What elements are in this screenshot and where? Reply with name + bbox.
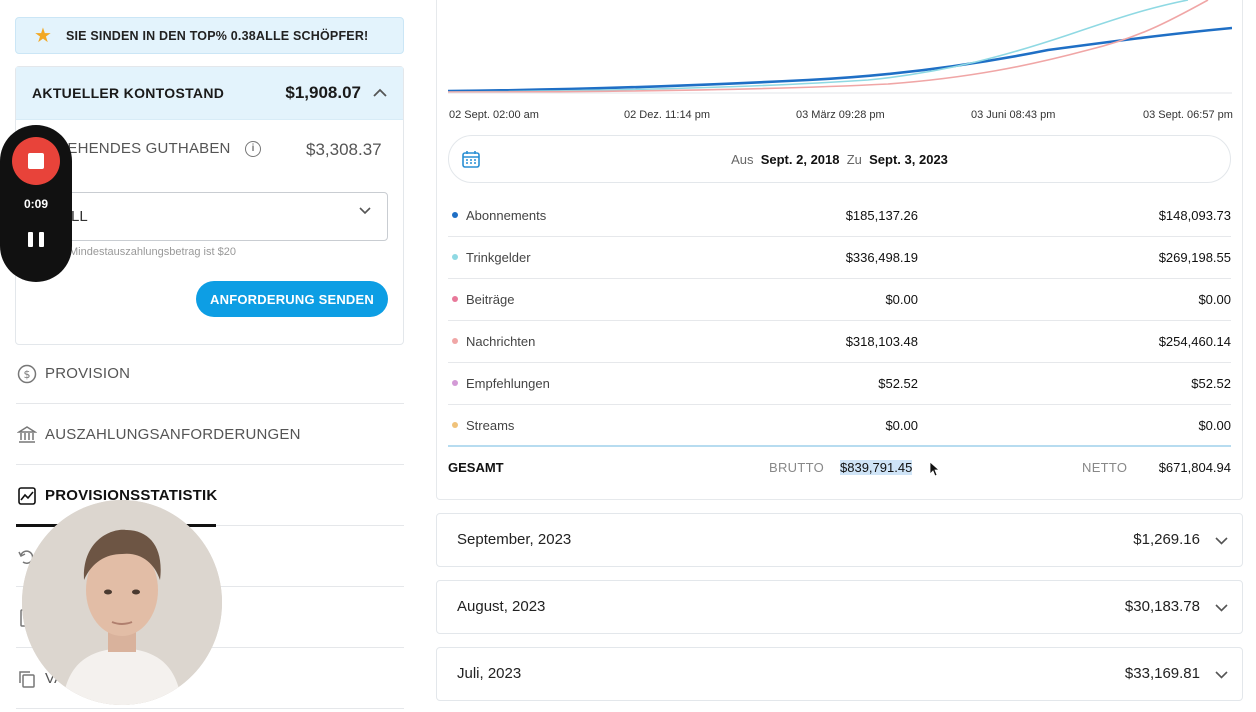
gross-total-value: $839,791.45 xyxy=(840,460,913,475)
svg-text:$: $ xyxy=(24,368,31,381)
breakdown-net: $0.00 xyxy=(1198,418,1231,433)
breakdown-gross: $336,498.19 xyxy=(845,250,918,265)
month-label: Juli, 2023 xyxy=(457,665,522,682)
nav-label-payout-requests: AUSZAHLUNGSANFORDERUNGEN xyxy=(45,426,301,443)
chevron-up-icon[interactable] xyxy=(373,85,387,101)
gross-total: $839,791.45 xyxy=(840,458,913,477)
earnings-chart xyxy=(448,0,1232,94)
stop-icon xyxy=(28,153,44,169)
breakdown-gross: $52.52 xyxy=(878,376,918,391)
chevron-down-icon xyxy=(359,207,371,215)
banner-text: SIE SINDEN IN DEN TOP% 0.38ALLE SCHÖPFER… xyxy=(65,28,369,43)
breakdown-gross: $318,103.48 xyxy=(845,334,918,349)
calendar-icon[interactable] xyxy=(461,149,481,169)
statistics-panel xyxy=(436,0,1243,500)
chevron-down-icon[interactable] xyxy=(1215,534,1228,547)
total-row: GESAMT BRUTTO $839,791.45 NETTO $671,804… xyxy=(448,445,1231,487)
breakdown-net: $254,460.14 xyxy=(1158,334,1231,349)
breakdown-row: Beiträge $0.00 $0.00 xyxy=(448,279,1231,321)
series-dot xyxy=(452,422,458,428)
breakdown-row: Abonnements $185,137.26 $148,093.73 xyxy=(448,195,1231,237)
series-dot xyxy=(452,254,458,260)
series-dot xyxy=(452,296,458,302)
date-from: Sept. 2, 2018 xyxy=(760,152,840,167)
payout-select[interactable]: LL xyxy=(60,192,388,241)
month-value: $1,269.16 xyxy=(1133,531,1200,548)
payout-select-value: LL xyxy=(71,208,88,225)
breakdown-gross: $0.00 xyxy=(885,418,918,433)
chevron-down-icon[interactable] xyxy=(1215,601,1228,614)
series-dot xyxy=(452,338,458,344)
x-tick-label: 03 Juni 08:43 pm xyxy=(971,109,1056,121)
nav-item-commission[interactable]: $ PROVISION xyxy=(16,344,404,404)
chart-series-line xyxy=(448,0,1209,93)
dollar-circle-icon: $ xyxy=(16,363,38,385)
breakdown-name: Empfehlungen xyxy=(466,376,550,391)
copy-icon xyxy=(16,668,38,690)
webcam-overlay xyxy=(22,500,222,705)
breakdown-row: Empfehlungen $52.52 $52.52 xyxy=(448,363,1231,405)
date-range-picker[interactable]: Aus Sept. 2, 2018 Zu Sept. 3, 2023 xyxy=(448,135,1231,183)
date-from-label: Aus xyxy=(731,152,754,167)
chart-line-icon xyxy=(16,485,38,507)
month-accordion[interactable]: September, 2023 $1,269.16 xyxy=(436,513,1243,567)
breakdown-name: Trinkgelder xyxy=(466,250,531,265)
x-tick-label: 03 März 09:28 pm xyxy=(796,109,885,121)
breakdown-name: Nachrichten xyxy=(466,334,536,349)
balance-value: $1,908.07 xyxy=(285,83,361,102)
nav-label-statistics: PROVISIONSSTATISTIK xyxy=(45,487,218,504)
breakdown-row: Trinkgelder $336,498.19 $269,198.55 xyxy=(448,237,1231,279)
left-column: ★ SIE SINDEN IN DEN TOP% 0.38ALLE SCHÖPF… xyxy=(0,0,420,712)
stop-recording-button[interactable] xyxy=(12,137,60,185)
breakdown-name: Streams xyxy=(466,418,515,433)
x-tick-label: 02 Dez. 11:14 pm xyxy=(624,109,711,121)
series-dot xyxy=(452,212,458,218)
chart-series-line xyxy=(448,0,1189,93)
balance-title: AKTUELLER KONTOSTAND xyxy=(32,85,225,101)
breakdown-gross: $185,137.26 xyxy=(845,208,918,223)
month-value: $30,183.78 xyxy=(1124,598,1200,615)
minimum-payout-hint: Mindestauszahlungsbetrag ist $20 xyxy=(69,246,236,258)
total-label: GESAMT xyxy=(448,460,504,475)
breakdown-net: $52.52 xyxy=(1191,376,1231,391)
breakdown-name: Abonnements xyxy=(466,208,547,223)
mouse-cursor-icon xyxy=(929,461,939,477)
nav-item-payout-requests[interactable]: AUSZAHLUNGSANFORDERUNGEN xyxy=(16,405,404,465)
info-icon[interactable]: i xyxy=(245,141,261,157)
breakdown-gross: $0.00 xyxy=(885,292,918,307)
x-tick-label: 03 Sept. 06:57 pm xyxy=(1143,109,1233,121)
x-tick-label: 02 Sept. 02:00 am xyxy=(449,109,539,121)
nav-label-commission: PROVISION xyxy=(45,365,131,382)
pending-balance-label: TEHENDES GUTHABEN xyxy=(58,140,231,157)
month-accordion[interactable]: Juli, 2023 $33,169.81 xyxy=(436,647,1243,701)
star-icon: ★ xyxy=(34,24,52,47)
month-label: August, 2023 xyxy=(457,598,546,615)
month-value: $33,169.81 xyxy=(1124,665,1200,682)
breakdown-row: Nachrichten $318,103.48 $254,460.14 xyxy=(448,321,1231,363)
date-to: Sept. 3, 2023 xyxy=(869,152,948,167)
net-label: NETTO xyxy=(1082,460,1128,475)
screen-recorder: 0:09 xyxy=(0,125,72,282)
breakdown-net: $0.00 xyxy=(1198,292,1231,307)
date-to-label: Zu xyxy=(846,152,862,167)
send-request-button[interactable]: ANFORDERUNG SENDEN xyxy=(196,281,388,317)
month-label: September, 2023 xyxy=(457,531,572,548)
top-creator-banner: ★ SIE SINDEN IN DEN TOP% 0.38ALLE SCHÖPF… xyxy=(15,17,404,54)
bank-icon xyxy=(16,424,38,446)
breakdown-net: $148,093.73 xyxy=(1158,208,1231,223)
series-dot xyxy=(452,380,458,386)
pause-icon[interactable] xyxy=(28,232,44,248)
breakdown-row: Streams $0.00 $0.00 xyxy=(448,405,1231,447)
breakdown-net: $269,198.55 xyxy=(1158,250,1231,265)
gross-label: BRUTTO xyxy=(769,460,825,475)
breakdown-name: Beiträge xyxy=(466,292,515,307)
month-accordion[interactable]: August, 2023 $30,183.78 xyxy=(436,580,1243,634)
net-total-value: $671,804.94 xyxy=(1158,460,1231,475)
date-range-text: Aus Sept. 2, 2018 Zu Sept. 3, 2023 xyxy=(449,152,1230,167)
balance-card-header[interactable]: AKTUELLER KONTOSTAND $1,908.07 xyxy=(16,67,403,120)
chevron-down-icon[interactable] xyxy=(1215,668,1228,681)
pending-balance-value: $3,308.37 xyxy=(306,140,382,159)
recording-time: 0:09 xyxy=(23,197,49,211)
